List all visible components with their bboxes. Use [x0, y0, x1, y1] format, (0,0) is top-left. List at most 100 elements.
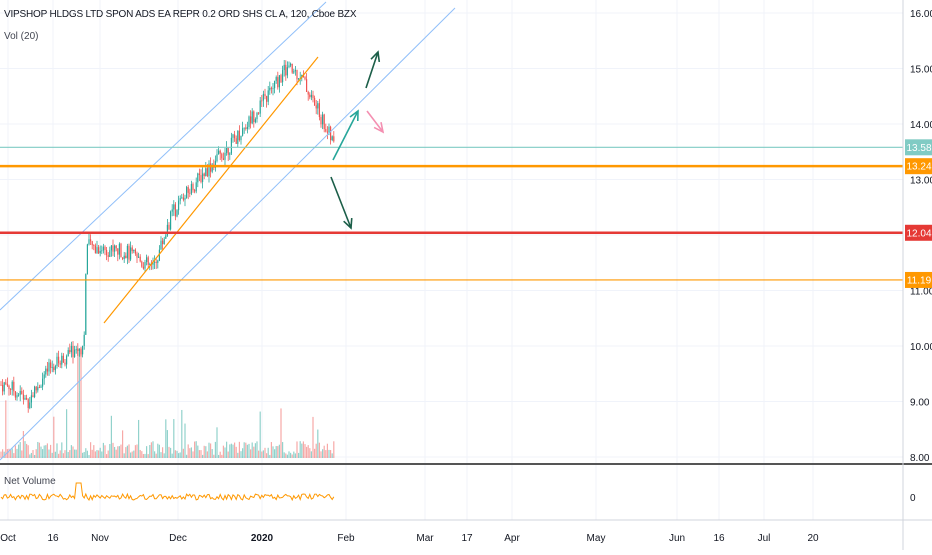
volume-indicator-label[interactable]: Vol (20) [4, 31, 39, 42]
volume-bar [6, 449, 8, 458]
candle-body [248, 116, 250, 127]
volume-bar [226, 441, 228, 458]
candle-body [37, 387, 39, 391]
candle-body [309, 94, 311, 98]
volume-bar [117, 446, 119, 458]
grid [0, 0, 903, 520]
chart-title: VIPSHOP HLDGS LTD SPON ADS EA REPR 0.2 O… [4, 9, 357, 20]
volume-bar [168, 446, 170, 458]
volume-bar [315, 443, 317, 458]
candle-body [107, 255, 109, 257]
volume-bar [126, 445, 128, 458]
volume-bar [208, 442, 210, 458]
volume-bar [253, 446, 255, 458]
volume-bar [166, 430, 168, 458]
candle-body [307, 92, 309, 95]
candle-body [24, 397, 26, 400]
candle-body [173, 204, 175, 210]
volume-bar [314, 448, 316, 458]
volume-bar [256, 441, 258, 458]
candle-body [274, 80, 276, 89]
volume-bar [70, 445, 72, 458]
volume-bar [189, 448, 191, 458]
volume-bar [192, 451, 194, 458]
candle-body [2, 384, 4, 392]
candle-body [50, 362, 52, 368]
candle-body [296, 70, 298, 80]
candle-body [184, 197, 186, 200]
candle-body [258, 112, 260, 114]
volume-bar [170, 447, 172, 458]
candle-body [315, 105, 317, 109]
orange-trend-line [103, 56, 319, 324]
candle-body [160, 240, 162, 250]
volume-bar [206, 451, 208, 458]
volume-bar [285, 453, 287, 458]
volume-bar [246, 444, 248, 458]
candle-body [144, 262, 146, 269]
time-tick-label: May [587, 533, 606, 544]
volume-bar [91, 449, 93, 458]
volume-bar [22, 431, 24, 458]
volume-bar [125, 447, 127, 458]
volume-bar [90, 442, 92, 458]
volume-bar [211, 449, 213, 458]
level-badge-label: 13.58 [906, 143, 931, 154]
candle-body [54, 365, 56, 371]
candle-body [195, 182, 197, 192]
volume-bar [261, 451, 263, 458]
volume-bar [205, 446, 207, 458]
candle-body [246, 126, 248, 129]
candle-body [254, 119, 256, 123]
volume-bar [317, 429, 319, 458]
candle-body [269, 87, 271, 91]
volume-bar [133, 450, 135, 458]
volume-bar [45, 445, 47, 458]
candle-body [26, 397, 28, 400]
volume-bar [251, 442, 253, 458]
candle-body [240, 135, 242, 141]
volume-bar [74, 449, 76, 458]
level-badge [905, 158, 932, 175]
price-tick-label: 9.00 [910, 398, 930, 409]
candle-body [163, 238, 165, 245]
candle-body [149, 263, 151, 265]
level-badge [905, 224, 932, 241]
volume-bar [331, 453, 333, 458]
volume-bar [162, 447, 164, 458]
volume-bar [29, 454, 31, 458]
net-volume-label[interactable]: Net Volume [4, 476, 56, 487]
volume-bar [142, 454, 144, 458]
candle-body [293, 71, 295, 73]
volume-bar [270, 442, 272, 458]
volume-bar [158, 444, 160, 458]
candle-body [48, 362, 50, 372]
candle-body [328, 126, 330, 133]
volume-bar [330, 450, 332, 458]
candle-body [323, 114, 325, 130]
candle-body [330, 126, 332, 141]
volume-bar [322, 449, 324, 458]
candle-body [13, 381, 15, 392]
candle-body [256, 112, 258, 120]
candle-body [98, 247, 100, 254]
volume-bar [53, 416, 55, 458]
volume-bar [34, 454, 36, 458]
candle-body [275, 77, 277, 81]
candle-body [310, 94, 312, 98]
volume-bar [258, 450, 260, 458]
candle-body [6, 383, 8, 386]
volume-bar [37, 441, 39, 458]
volume-bar [51, 452, 53, 458]
candle-body [170, 211, 172, 230]
volume-bar [77, 348, 79, 458]
volume-bar [288, 451, 290, 458]
volume-bar [21, 450, 23, 458]
candle-body [235, 138, 237, 144]
candle-body [53, 367, 55, 371]
candle-body [187, 187, 189, 193]
volume-bar [190, 447, 192, 458]
candle-body [114, 245, 116, 252]
